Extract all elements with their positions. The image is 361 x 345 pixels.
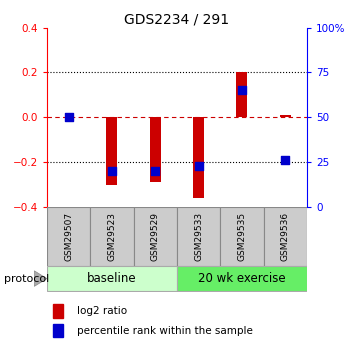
Bar (280, 115, 291, 117)
Bar (134, 207, 177, 266)
Bar (177, 207, 220, 266)
Bar (150, 117, 161, 182)
Bar (53, 324, 63, 337)
Bar (90, 207, 134, 266)
Point (282, 158, 288, 163)
Bar (47, 207, 90, 266)
Text: 20 wk exercise: 20 wk exercise (198, 272, 286, 285)
Text: GSM29535: GSM29535 (238, 212, 246, 261)
Point (109, 168, 115, 174)
Bar (193, 117, 204, 198)
Bar (264, 207, 307, 266)
Text: GSM29529: GSM29529 (151, 212, 160, 261)
Text: percentile rank within the sample: percentile rank within the sample (77, 326, 253, 336)
Text: GSM29533: GSM29533 (194, 212, 203, 261)
Point (196, 163, 201, 168)
Text: GSM29507: GSM29507 (64, 212, 73, 261)
Bar (220, 207, 264, 266)
Bar (53, 304, 63, 317)
Text: GSM29523: GSM29523 (108, 212, 116, 261)
Text: log2 ratio: log2 ratio (77, 306, 127, 316)
Bar (236, 72, 247, 117)
Bar (106, 117, 117, 185)
Point (152, 168, 158, 174)
Polygon shape (34, 271, 47, 286)
Point (239, 88, 245, 93)
Bar (177, 266, 307, 291)
Text: GSM29536: GSM29536 (281, 212, 290, 261)
Point (66, 115, 71, 120)
Text: protocol: protocol (4, 274, 49, 284)
Text: baseline: baseline (87, 272, 137, 285)
Bar (47, 266, 177, 291)
Title: GDS2234 / 291: GDS2234 / 291 (124, 12, 230, 27)
